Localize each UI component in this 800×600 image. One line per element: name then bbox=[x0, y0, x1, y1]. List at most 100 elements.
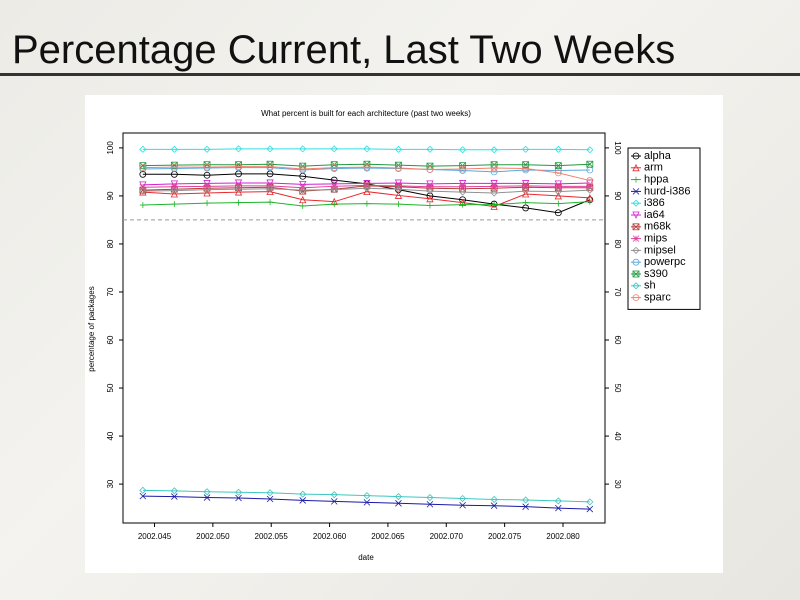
marker-stroke bbox=[459, 183, 466, 191]
marker-stroke bbox=[459, 501, 466, 509]
point bbox=[330, 491, 338, 499]
x-tick-label: 2002.080 bbox=[546, 532, 580, 541]
legend-label: m68k bbox=[644, 221, 671, 233]
marker-shape bbox=[554, 209, 562, 217]
point bbox=[234, 188, 243, 196]
marker-stroke bbox=[330, 498, 338, 505]
marker-stroke bbox=[632, 235, 640, 242]
marker-stroke bbox=[235, 494, 242, 502]
marker-shape bbox=[522, 161, 530, 169]
marker-stroke bbox=[522, 503, 529, 510]
point bbox=[459, 494, 467, 503]
point bbox=[632, 282, 640, 290]
point bbox=[203, 180, 211, 188]
y2-tick-label: 40 bbox=[613, 432, 622, 441]
marker-shape bbox=[139, 145, 147, 153]
marker-shape bbox=[459, 165, 467, 173]
marker-shape bbox=[330, 180, 338, 188]
marker-shape bbox=[554, 167, 562, 174]
marker-shape bbox=[459, 188, 467, 196]
point bbox=[363, 184, 371, 192]
marker-shape bbox=[203, 161, 211, 169]
marker-shape bbox=[266, 160, 274, 168]
marker-shape bbox=[490, 180, 498, 188]
title-rule bbox=[0, 73, 800, 76]
y-tick-label: 90 bbox=[106, 191, 115, 200]
marker-shape bbox=[203, 145, 211, 153]
point bbox=[299, 203, 306, 210]
plot-frame bbox=[122, 132, 606, 524]
point bbox=[170, 487, 178, 495]
series-line bbox=[142, 148, 590, 151]
marker-shape bbox=[139, 181, 147, 189]
legend-label: sh bbox=[644, 280, 656, 292]
marker-shape bbox=[554, 188, 562, 196]
y-tick-label: 50 bbox=[106, 383, 115, 392]
point bbox=[363, 492, 371, 500]
marker-shape bbox=[139, 162, 147, 170]
point bbox=[490, 189, 498, 197]
marker-shape bbox=[394, 493, 402, 501]
point bbox=[363, 187, 371, 195]
marker-shape bbox=[234, 488, 243, 496]
marker-shape bbox=[522, 496, 530, 504]
legend-label: hurd-i386 bbox=[644, 185, 690, 197]
point bbox=[426, 183, 434, 191]
marker-stroke bbox=[139, 162, 147, 169]
point bbox=[395, 500, 402, 507]
point bbox=[632, 152, 640, 160]
point bbox=[330, 145, 338, 153]
marker-shape bbox=[522, 145, 530, 153]
marker-shape bbox=[363, 184, 371, 192]
y-tick-label: 100 bbox=[106, 141, 115, 155]
marker-shape bbox=[554, 145, 562, 153]
point bbox=[490, 183, 498, 190]
legend-label: i386 bbox=[644, 197, 665, 209]
y2-tick-label: 50 bbox=[613, 384, 622, 393]
point bbox=[234, 185, 243, 193]
y2-tick-label: 100 bbox=[613, 141, 622, 155]
marker-shape bbox=[394, 145, 402, 153]
point bbox=[266, 163, 274, 171]
point bbox=[459, 188, 467, 196]
point bbox=[363, 499, 371, 506]
marker-shape bbox=[632, 270, 640, 278]
marker-shape bbox=[554, 169, 562, 177]
marker-shape bbox=[490, 202, 498, 210]
marker-shape bbox=[490, 146, 498, 154]
marker-shape bbox=[139, 170, 147, 178]
point bbox=[394, 191, 403, 199]
legend-label: ia64 bbox=[644, 209, 665, 221]
marker-shape bbox=[459, 494, 467, 503]
point bbox=[426, 180, 434, 188]
point bbox=[632, 246, 640, 254]
marker-shape bbox=[586, 498, 594, 506]
marker-shape bbox=[330, 491, 338, 499]
point bbox=[586, 186, 594, 194]
marker-shape bbox=[266, 489, 274, 497]
marker-shape bbox=[170, 161, 178, 169]
point bbox=[299, 186, 307, 194]
point bbox=[458, 180, 467, 188]
point bbox=[171, 183, 178, 191]
point bbox=[554, 169, 562, 177]
point bbox=[204, 200, 211, 207]
point bbox=[139, 181, 147, 189]
marker-shape bbox=[426, 166, 434, 173]
marker-stroke bbox=[171, 183, 178, 191]
point bbox=[522, 182, 529, 190]
marker-shape bbox=[299, 490, 307, 498]
marker-shape bbox=[394, 179, 403, 187]
point bbox=[330, 498, 338, 505]
point bbox=[203, 145, 211, 153]
point bbox=[203, 189, 211, 197]
series-line bbox=[142, 187, 590, 194]
point bbox=[522, 199, 529, 206]
point bbox=[521, 180, 530, 188]
marker-shape bbox=[170, 145, 178, 153]
point bbox=[266, 495, 274, 503]
point bbox=[139, 486, 147, 494]
point bbox=[299, 497, 307, 504]
marker-stroke bbox=[522, 161, 529, 168]
